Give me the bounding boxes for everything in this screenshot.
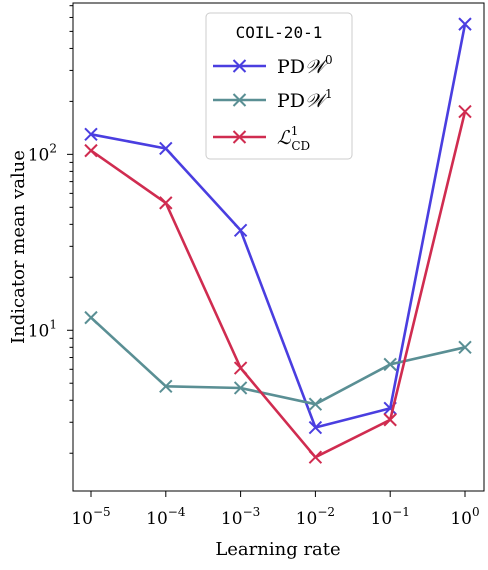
y-axis-label: Indicator mean value	[8, 150, 29, 344]
legend-title: COIL-20-1	[236, 23, 323, 42]
x-tick-label-1: 10−4	[146, 505, 186, 529]
legend-marker-1	[232, 93, 247, 107]
series-1	[84, 310, 472, 411]
series-2	[84, 104, 472, 464]
data-point-2-3	[308, 450, 323, 464]
legend-label-0: PD𝒲0	[277, 53, 333, 78]
legend-marker-0	[232, 59, 247, 73]
x-axis-label: Learning rate	[215, 539, 340, 560]
series-line-0	[90, 23, 467, 429]
data-point-2-0	[84, 143, 98, 158]
x-tick-label-3: 10−2	[296, 505, 335, 529]
x-tick-label-2: 10−3	[221, 505, 260, 529]
plot-marks	[84, 17, 472, 464]
y-tick-label-0: 101	[28, 317, 57, 341]
data-point-1-4	[383, 357, 397, 372]
data-point-1-3	[308, 397, 323, 411]
data-point-1-5	[458, 340, 472, 355]
series-line-1	[90, 316, 466, 406]
data-point-1-0	[84, 310, 98, 325]
legend: COIL-20-1 PD𝒲0 PD𝒲1 ℒ1 CD	[205, 12, 353, 160]
x-tick-label-5: 100	[450, 505, 479, 529]
data-point-1-1	[159, 379, 173, 394]
series-line-2	[90, 111, 467, 459]
data-point-2-5	[458, 104, 472, 119]
data-point-2-4	[383, 413, 397, 427]
data-point-0-5	[458, 17, 472, 31]
legend-marker-2	[232, 130, 247, 144]
x-tick-label-0: 10−5	[71, 505, 110, 529]
data-point-0-2	[233, 223, 248, 238]
legend-box	[205, 12, 353, 160]
y-tick-label-1: 102	[28, 141, 57, 165]
data-point-2-2	[233, 361, 248, 375]
data-point-0-0	[84, 127, 98, 142]
data-point-1-2	[233, 381, 248, 395]
x-tick-label-4: 10−1	[371, 505, 410, 529]
x-axis: 10−5 10−4 10−3 10−2 10−1 100	[71, 491, 480, 529]
data-point-2-1	[159, 196, 173, 210]
data-point-0-1	[159, 141, 173, 156]
legend-label-2: ℒ1 CD	[277, 124, 310, 153]
data-point-0-3	[308, 420, 323, 435]
series-0	[84, 17, 472, 435]
legend-label-1: PD𝒲1	[277, 87, 333, 112]
plot-frame	[72, 2, 485, 492]
y-axis: 101 102	[28, 5, 73, 454]
